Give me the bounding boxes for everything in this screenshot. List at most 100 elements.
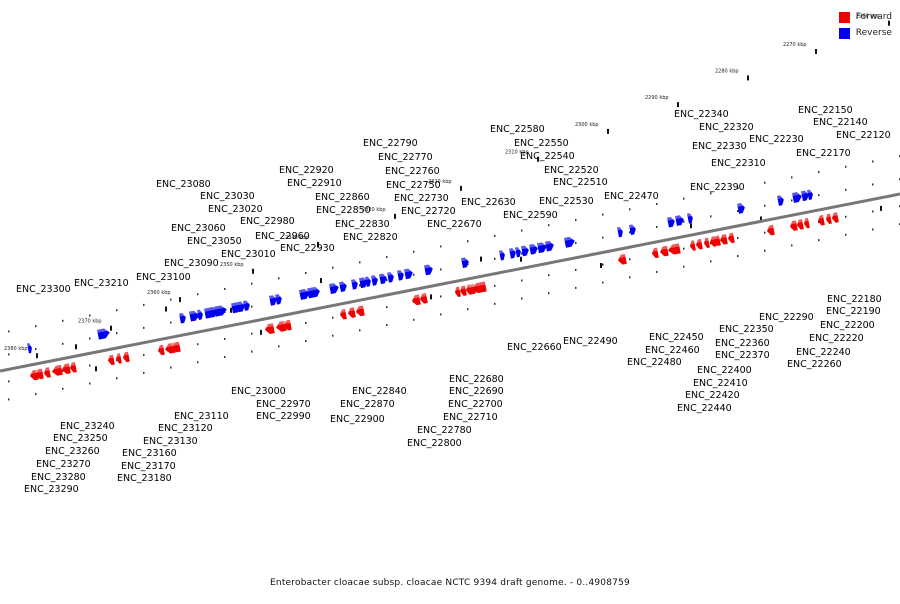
label-leader-line [211,247,221,307]
track-dot [683,220,685,223]
gene-arrow-body [728,232,735,244]
gene-arrow-body [420,293,428,304]
gene-arrow-shine [269,294,277,299]
gene-arrow [283,319,292,331]
gene-label: ENC_23120 [158,423,213,434]
track-dot [359,329,361,332]
gene-arrow-shine [675,214,684,220]
gene-label: ENC_22310 [711,158,766,169]
track-dot [818,239,820,242]
track-dot [548,292,550,295]
track-dot [359,261,361,264]
track-dot [737,237,739,240]
label-leader-line [180,190,201,310]
scale-tick-label: 2340 kbp [285,235,309,241]
gene-arrow-body [667,216,675,228]
legend-forward-label: Forward [855,12,892,22]
gene-arrow-body [660,245,669,257]
track-dot [710,192,712,195]
gene-arrow-body [165,342,176,354]
gene-arrow [107,354,115,366]
gene-label: ENC_22670 [427,219,482,230]
track-dot [791,176,793,179]
gene-label: ENC_22260 [787,359,842,370]
track-dot [575,268,577,271]
track-dot [791,244,793,247]
gene-arrow [796,219,804,230]
gene-arrow [164,342,176,354]
gene-arrow-body [299,289,310,300]
gene-arrow-shine [817,215,824,220]
gene-arrow-body [461,257,469,269]
gene-arrow [243,299,250,311]
gene-arrow-shine [796,219,803,224]
gene-arrow-shine [803,217,809,222]
gene-label: ENC_22550 [514,138,569,149]
scale-tick-mark [747,75,749,81]
track-dot [386,306,388,309]
track-dot [710,215,712,218]
gene-arrow-shine [766,224,774,230]
track-dot [521,279,523,282]
gene-arrow [351,278,358,290]
legend-forward: Forward [838,9,892,25]
gene-label: ENC_22780 [417,425,472,436]
gene-arrow [807,189,813,200]
track-dot [845,215,847,218]
track-dot [494,284,496,287]
track-dot [89,314,91,317]
track-dot [521,297,523,300]
gene-label: ENC_22120 [836,130,891,141]
gene-arrow [29,369,39,381]
gene-arrow [454,286,461,297]
track-dot [35,348,37,351]
label-leader-line [806,128,838,191]
gene-arrow [461,256,469,269]
gene-label: ENC_22530 [539,196,594,207]
scale-tick-mark [179,297,181,303]
gene-arrow [355,305,365,317]
gene-arrow-shine [122,351,129,356]
gene-arrow-shine [411,294,420,299]
gene-label: ENC_22360 [715,338,770,349]
track-dot [737,187,739,190]
gene-label: ENC_23030 [200,191,255,202]
track-dot [62,369,64,372]
track-dot [305,322,307,325]
gene-arrow-shine [807,189,813,194]
gene-arrow-body [97,328,110,340]
track-dot [494,257,496,260]
gene-label: ENC_22710 [443,412,498,423]
gene-arrow [529,243,538,255]
gene-label: ENC_22630 [461,197,516,208]
gene-arrow-body [652,247,659,259]
gene-arrow [564,236,575,248]
gene-arrow-shine [695,239,702,244]
gene-arrow-body [720,234,728,245]
gene-arrow-body [777,195,784,206]
label-leader-line [633,120,698,225]
gene-label: ENC_22240 [796,347,851,358]
gene-label: ENC_22730 [394,193,449,204]
gene-arrow-body [371,275,378,286]
gene-arrow [214,304,227,317]
gene-arrow [371,274,378,286]
gene-arrow-body [70,362,77,373]
gene-arrow-body [44,367,51,378]
gene-arrow-body [356,305,365,317]
gene-arrow-shine [264,323,274,328]
gene-arrow [703,237,710,248]
gene-arrow-body [189,310,199,322]
gene-arrow-body [30,369,39,381]
gene-arrow-body [404,268,413,280]
track-dot [359,284,361,287]
track-dot [818,221,820,224]
gene-label: ENC_22960 [255,231,310,242]
gene-arrow-shine [299,288,310,294]
gene-arrow-shine [461,256,469,262]
track-dot [656,225,658,228]
track-dot [872,228,874,231]
gene-label: ENC_23110 [174,411,229,422]
gene-arrow [264,323,275,334]
gene-arrow-body [832,212,839,223]
